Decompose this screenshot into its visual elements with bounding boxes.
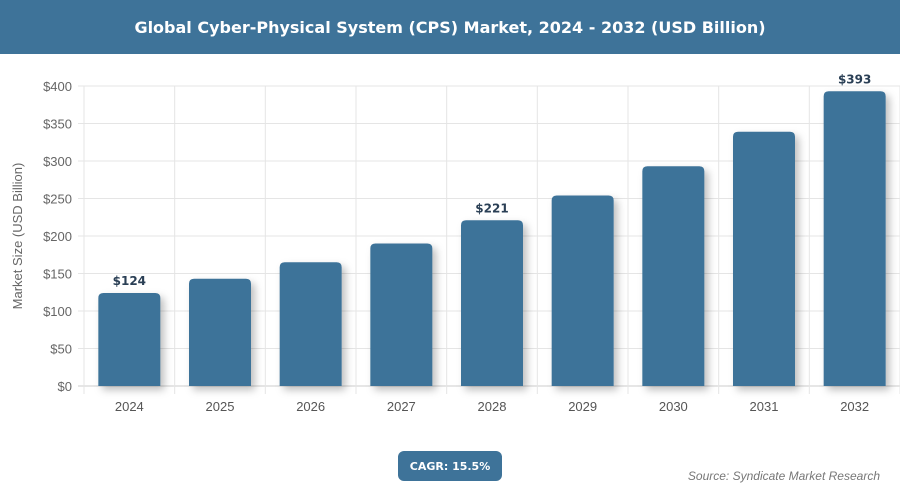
x-tick-label: 2032 — [840, 399, 869, 414]
y-tick-label: $100 — [43, 304, 72, 319]
bar-2024 — [98, 293, 161, 386]
y-tick-label: $0 — [58, 379, 72, 394]
x-tick-label: 2030 — [659, 399, 688, 414]
bar-2027 — [370, 243, 433, 386]
data-label: $124 — [113, 274, 146, 288]
source-note: Source: Syndicate Market Research — [687, 469, 880, 483]
y-tick-label: $50 — [50, 342, 72, 357]
y-tick-label: $300 — [43, 154, 72, 169]
y-tick-label: $400 — [43, 79, 72, 94]
x-tick-label: 2029 — [568, 399, 597, 414]
x-tick-label: 2028 — [478, 399, 507, 414]
x-tick-label: 2031 — [750, 399, 779, 414]
x-tick-label: 2026 — [296, 399, 325, 414]
bar-2028 — [461, 220, 523, 386]
bar-2031 — [733, 131, 795, 386]
cagr-label: CAGR: 15.5% — [409, 459, 491, 473]
x-tick-label: 2027 — [387, 399, 416, 414]
y-tick-label: $350 — [43, 117, 72, 132]
bar-2029 — [551, 195, 614, 386]
data-label: $221 — [475, 201, 508, 215]
chart-title-banner: Global Cyber-Physical System (CPS) Marke… — [0, 0, 900, 54]
y-tick-label: $250 — [43, 192, 72, 207]
bar-2030 — [642, 166, 705, 386]
y-tick-label: $200 — [43, 229, 72, 244]
x-tick-label: 2025 — [206, 399, 235, 414]
bar-2025 — [189, 278, 251, 386]
bar-2026 — [279, 262, 342, 386]
chart-title: Global Cyber-Physical System (CPS) Marke… — [134, 17, 766, 37]
y-tick-label: $150 — [43, 267, 72, 282]
data-label: $393 — [838, 72, 871, 86]
cagr-badge: CAGR: 15.5% — [398, 451, 502, 481]
bar-chart: $0 $50 $100 $150 $200 $250 $300 $350 $400 Market … — [10, 72, 900, 414]
bar-2032 — [823, 91, 886, 386]
x-tick-label: 2024 — [115, 399, 144, 414]
y-axis-label: Market Size (USD Billion) — [10, 163, 25, 310]
